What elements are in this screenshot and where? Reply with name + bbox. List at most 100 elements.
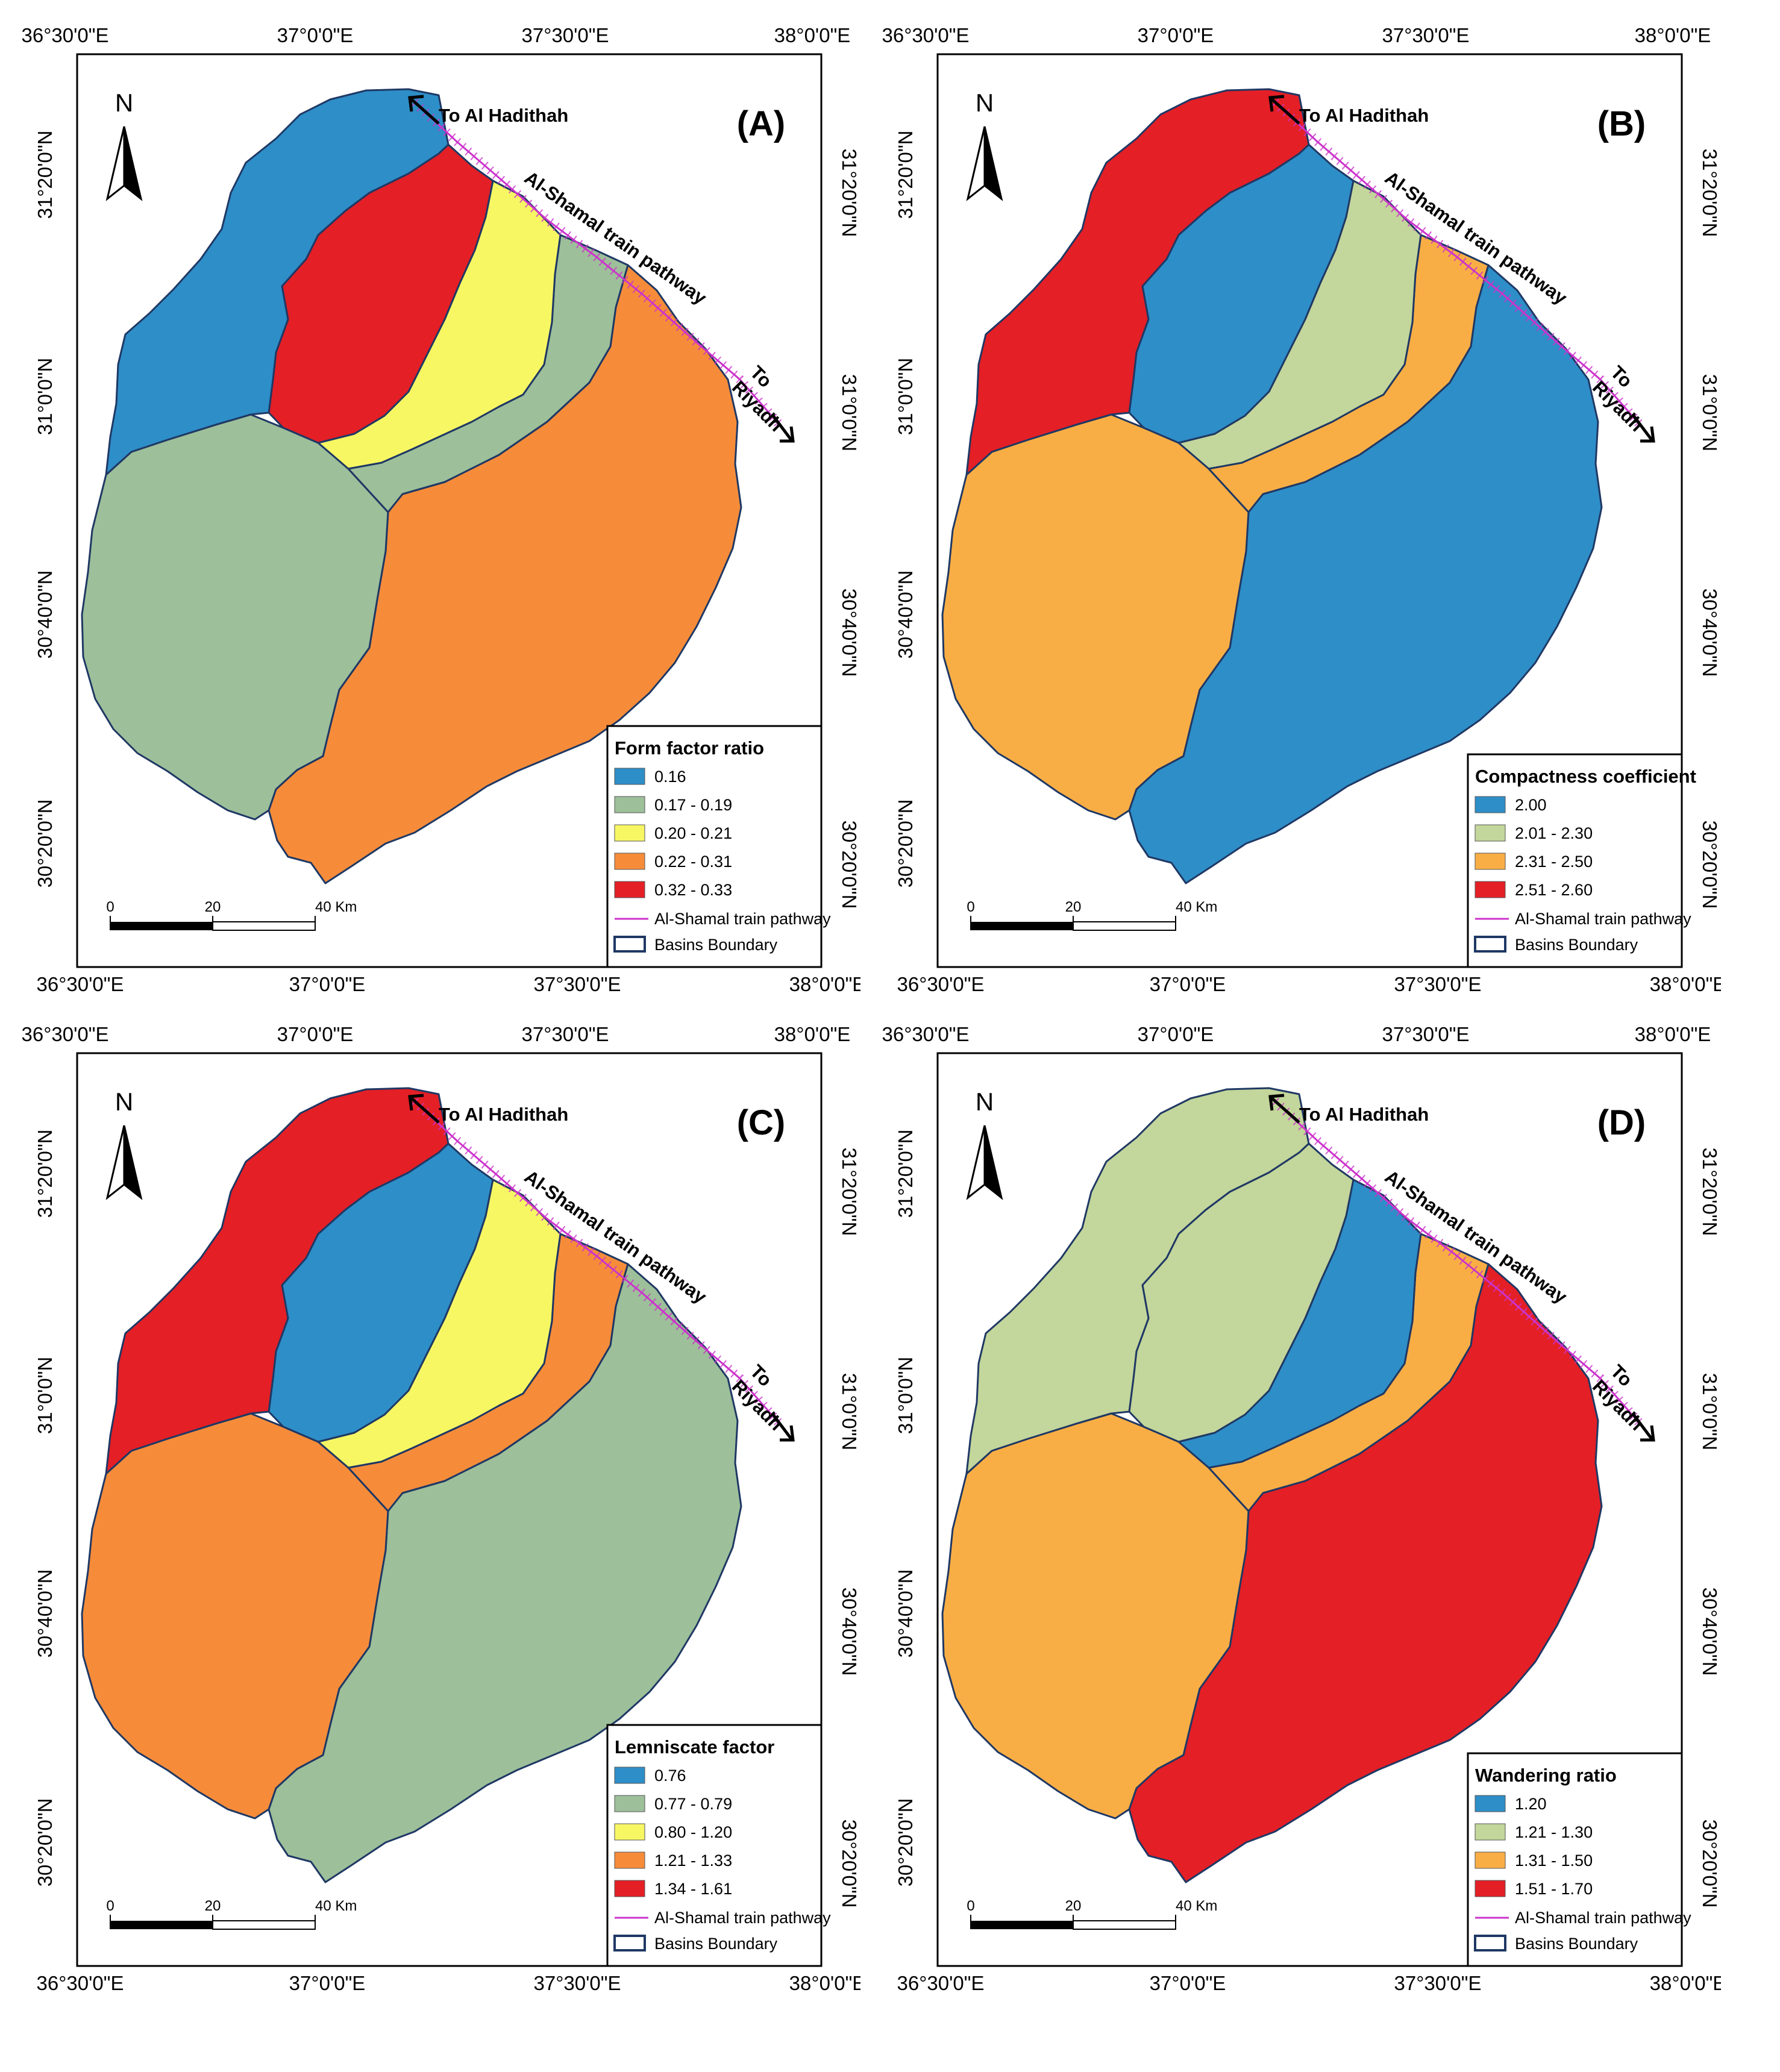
legend-swatch (614, 1823, 645, 1841)
lon-label-bottom: 36°30'0"E (897, 1972, 985, 1994)
lat-label-right: 30°40'0"N (1699, 589, 1721, 677)
legend-boundary-label: Basins Boundary (654, 936, 778, 954)
north-label: N (976, 89, 994, 117)
lat-label-left: 31°0'0"N (894, 1357, 917, 1434)
lat-label-right: 30°40'0"N (1699, 1588, 1721, 1676)
legend-boundary-label: Basins Boundary (1515, 1935, 1638, 1953)
train-pathway-line (413, 1100, 783, 1427)
lat-label-left: 30°40'0"N (894, 1570, 917, 1658)
panel-label: (D) (1597, 1103, 1646, 1142)
legend-title: Compactness coefficient (1475, 766, 1696, 787)
legend-item-label: 1.21 - 1.33 (654, 1851, 732, 1870)
lon-label-bottom: 37°30'0"E (1394, 1972, 1482, 1994)
lon-label-top: 36°30'0"E (22, 24, 109, 46)
legend-swatch (614, 881, 645, 898)
scale-bar-black (971, 1921, 1073, 1929)
legend-box (606, 725, 823, 968)
lat-label-left: 31°20'0"N (34, 1130, 56, 1218)
scale-bar-white (1073, 1920, 1176, 1930)
scale-bar-black (110, 922, 213, 930)
legend-train-label: Al-Shamal train pathway (1515, 910, 1691, 928)
lon-label-bottom: 37°30'0"E (1394, 973, 1482, 995)
lon-label-top: 36°30'0"E (22, 1023, 109, 1045)
scale-tick-label: 20 (1065, 899, 1082, 915)
legend-swatch (1474, 796, 1506, 813)
scale-bar: 0 20 40 Km (106, 1898, 357, 1930)
legend-item-label: 1.31 - 1.50 (1515, 1851, 1593, 1870)
legend-swatch (614, 853, 645, 870)
arrow-head-south (780, 426, 795, 443)
scale-bar: 0 20 40 Km (967, 899, 1217, 931)
legend-item-label: 2.00 (1515, 796, 1547, 814)
lat-label-left: 30°20'0"N (34, 800, 56, 888)
scale-tick-label: 0 (106, 1898, 114, 1914)
legend-boundary-symbol (613, 1935, 646, 1951)
legend-boundary-label: Basins Boundary (654, 1935, 778, 1953)
arrow-to-riyadh (772, 415, 792, 441)
legend-swatch (1474, 1851, 1506, 1869)
lat-label-left: 30°20'0"N (894, 1798, 917, 1887)
train-pathway (408, 95, 795, 443)
lat-label-right: 30°40'0"N (838, 589, 860, 677)
legend-extra: Al-Shamal train pathway Basins Boundary (1474, 1909, 1691, 1953)
lat-label-right: 31°0'0"N (1699, 374, 1721, 451)
lat-label-left: 31°20'0"N (34, 131, 56, 219)
train-pathway-line (1274, 101, 1644, 428)
legend-item-label: 0.16 (654, 768, 686, 786)
lon-label-bottom: 38°0'0"E (1650, 1972, 1721, 1994)
legend-item-label: 1.51 - 1.70 (1515, 1880, 1593, 1898)
lon-label-bottom: 36°30'0"E (37, 1972, 124, 1994)
lat-label-right: 31°0'0"N (838, 374, 860, 451)
basin-west (941, 413, 1250, 821)
legend-items: 0.16 0.17 - 0.19 0.20 - 0.21 0.22 - 0.31 0.3… (614, 768, 732, 899)
lon-label-top: 37°30'0"E (1382, 1023, 1470, 1045)
legend-swatch (1474, 853, 1506, 870)
scale-tick-label: 0 (106, 899, 114, 915)
legend-item-label: 1.21 - 1.30 (1515, 1823, 1593, 1841)
map-panel-a: 36°30'0"E 37°0'0"E 37°30'0"E 38°0'0"E 36… (22, 24, 861, 995)
panel-label: (A) (737, 104, 786, 143)
legend-swatch (614, 768, 645, 785)
lat-label-right: 31°20'0"N (838, 149, 860, 237)
scale-bar-white (212, 1920, 316, 1930)
lon-label-bottom: 37°0'0"E (1150, 973, 1226, 995)
legend-item-label: 0.17 - 0.19 (654, 796, 732, 814)
lat-label-right: 31°20'0"N (1699, 149, 1721, 237)
lon-label-top: 38°0'0"E (1635, 24, 1711, 46)
basin-northwest (965, 1087, 1310, 1475)
lat-label-right: 31°0'0"N (1699, 1373, 1721, 1450)
north-arrow-icon: N (105, 89, 143, 201)
arrow-to-al-hadithah (1271, 98, 1300, 125)
legend-boundary-symbol (1474, 936, 1506, 953)
legend: Compactness coefficient 2.002.01 - 2.302… (1467, 753, 1696, 968)
legend-swatch (614, 1880, 645, 1897)
train-pathway-line (413, 101, 783, 428)
lat-label-left: 31°20'0"N (894, 131, 917, 219)
scale-tick-label: 40 Km (315, 1898, 357, 1914)
scale-tick-label: 40 Km (1176, 1898, 1217, 1914)
legend-item-label: 2.51 - 2.60 (1515, 881, 1593, 899)
lat-label-left: 30°20'0"N (34, 1798, 56, 1887)
lon-label-top: 36°30'0"E (882, 1023, 970, 1045)
basin-northwest (965, 88, 1310, 476)
to-al-hadithah-label: To Al Hadithah (439, 1104, 568, 1125)
basin-west (81, 1412, 389, 1820)
legend-boundary-symbol (613, 936, 646, 953)
lon-label-bottom: 36°30'0"E (37, 973, 124, 995)
to-al-hadithah-label: To Al Hadithah (439, 105, 568, 126)
lon-label-bottom: 38°0'0"E (1650, 973, 1721, 995)
legend-boundary-label: Basins Boundary (1515, 936, 1638, 954)
lat-label-right: 30°20'0"N (838, 821, 860, 909)
scale-tick-label: 0 (967, 899, 974, 915)
legend-items: 2.00 2.01 - 2.30 2.31 - 2.50 2.51 - 2.60 (1474, 796, 1593, 899)
lon-label-bottom: 37°0'0"E (289, 973, 366, 995)
north-label: N (115, 89, 133, 117)
scale-tick-label: 40 Km (1176, 899, 1217, 915)
lat-label-right: 30°20'0"N (838, 1820, 860, 1908)
legend-swatch (614, 1767, 645, 1784)
lon-label-top: 37°0'0"E (277, 24, 354, 46)
legend-title: Wandering ratio (1475, 1765, 1617, 1786)
arrow-to-al-hadithah (1271, 1097, 1300, 1124)
arrow-to-riyadh (1632, 415, 1653, 441)
basins (941, 88, 1603, 884)
